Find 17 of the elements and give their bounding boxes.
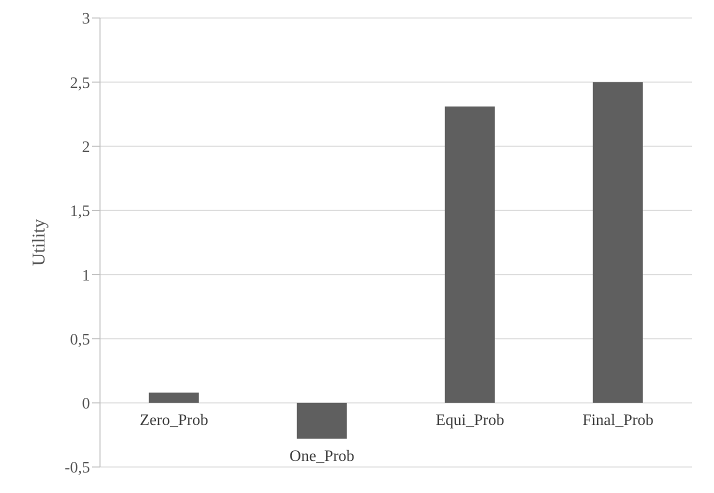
y-tick-label: 3	[82, 10, 90, 28]
y-tick-label: 2	[82, 138, 90, 156]
y-axis-title: Utility	[28, 218, 48, 266]
x-tick-label: Final_Prob	[582, 412, 654, 429]
x-tick-label: One_Prob	[290, 448, 354, 465]
y-tick-label: 0	[82, 396, 90, 413]
y-tick-label: -0,5	[64, 460, 90, 477]
y-tick-label: 0,5	[70, 331, 90, 348]
x-tick-label: Equi_Prob	[436, 412, 504, 429]
bar	[148, 392, 199, 403]
bar	[444, 106, 495, 403]
bar	[296, 402, 347, 439]
y-tick-label: 1	[82, 267, 90, 284]
bar	[592, 82, 643, 403]
y-tick-label: 1,5	[70, 203, 90, 220]
y-tick-label: 2,5	[70, 74, 90, 92]
x-tick-label: Zero_Prob	[140, 412, 208, 429]
